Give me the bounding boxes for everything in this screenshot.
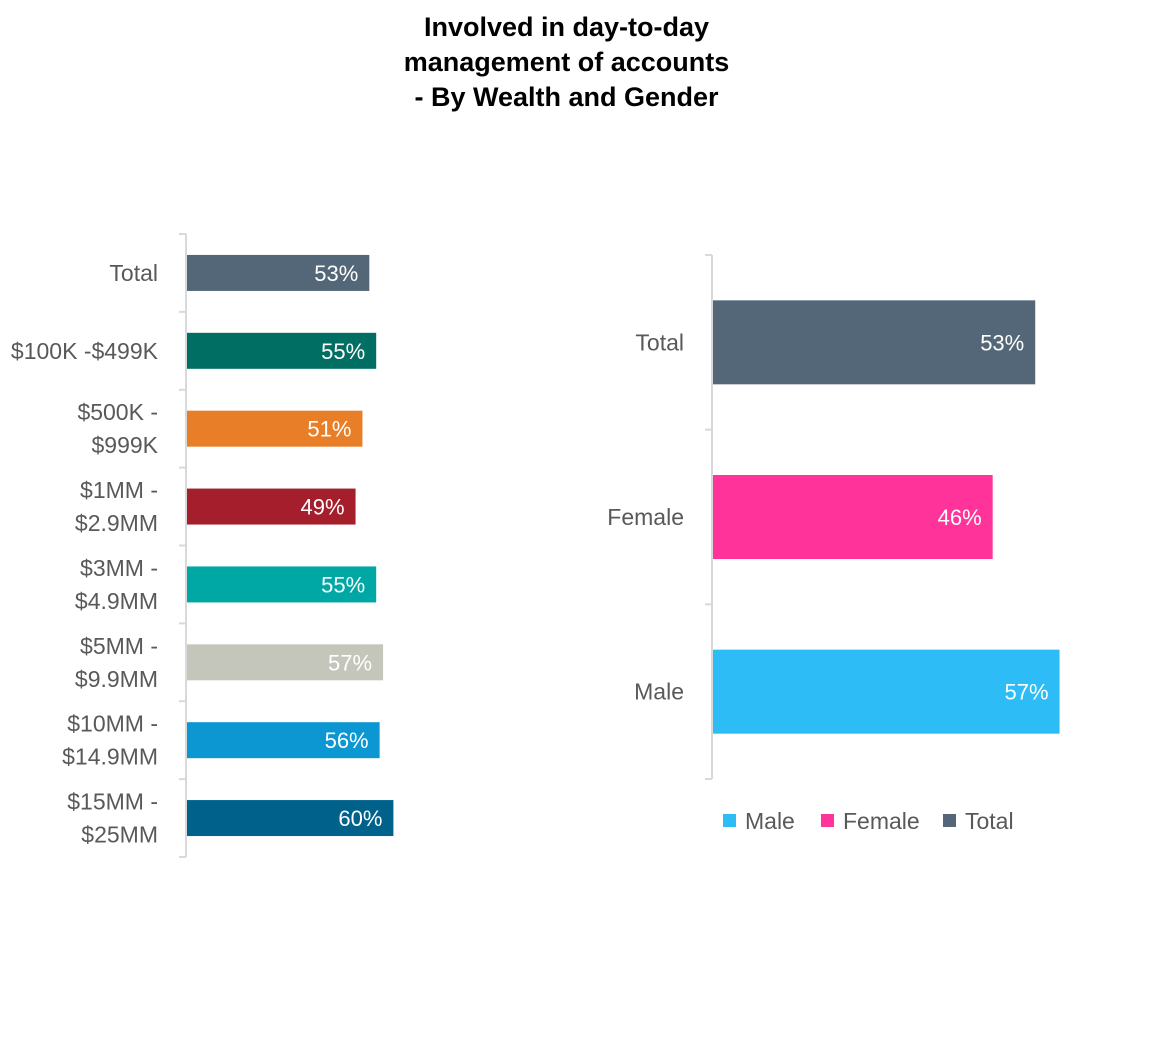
wealth-value-label-5: 57%	[328, 650, 372, 675]
wealth-bar-chart: 53% Total 55% $100K -$499K 51% $500K - $999K 49…	[11, 233, 394, 858]
wealth-category-label-line: $100K -$499K	[11, 338, 159, 364]
gender-category-label-line: Male	[634, 679, 684, 705]
wealth-category-label-line: $9.9MM	[75, 666, 158, 692]
wealth-bar-6	[187, 722, 380, 759]
wealth-value-label-4: 55%	[321, 572, 365, 597]
legend-swatch-total	[943, 814, 956, 827]
wealth-bar-5	[187, 644, 384, 681]
wealth-category-label-7: $15MM - $25MM	[67, 789, 158, 848]
wealth-bar-7	[187, 800, 394, 837]
wealth-category-label-line: $10MM -	[67, 711, 158, 737]
wealth-bar-3	[187, 488, 356, 525]
gender-value-label-0: 53%	[980, 330, 1024, 355]
wealth-category-label-4: $3MM - $4.9MM	[75, 555, 158, 614]
wealth-category-label-line: $5MM -	[80, 633, 158, 659]
chart-title: Involved in day-to-day management of acc…	[0, 10, 1133, 115]
wealth-category-label-line: $500K -	[77, 399, 158, 425]
gender-category-label-2: Male	[634, 679, 684, 705]
wealth-category-label-line: Total	[109, 260, 158, 286]
wealth-value-label-3: 49%	[301, 495, 345, 520]
gender-category-label-line: Total	[635, 329, 684, 355]
gender-category-label-line: Female	[607, 504, 684, 530]
gender-category-label-0: Total	[635, 329, 684, 355]
gender-bar-2	[713, 649, 1060, 734]
wealth-category-label-3: $1MM - $2.9MM	[75, 477, 158, 536]
wealth-category-label-2: $500K - $999K	[77, 399, 158, 458]
wealth-category-label-5: $5MM - $9.9MM	[75, 633, 158, 692]
legend-label-male: Male	[745, 808, 795, 834]
wealth-category-label-0: Total	[109, 260, 158, 286]
legend-label-total: Total	[965, 808, 1014, 834]
legend-swatch-female	[821, 814, 834, 827]
wealth-category-label-line: $25MM	[81, 822, 158, 848]
wealth-value-label-0: 53%	[314, 261, 358, 286]
wealth-value-label-7: 60%	[338, 806, 382, 831]
gender-bar-chart: 53% Total 46% Female 57% Male Male Female Total	[607, 254, 1060, 834]
wealth-category-label-6: $10MM - $14.9MM	[62, 711, 158, 770]
legend-label-female: Female	[843, 808, 920, 834]
wealth-bar-4	[187, 566, 377, 603]
wealth-bar-0	[187, 254, 370, 291]
chart-title-line-2: management of accounts	[403, 47, 730, 77]
chart-title-line-1: Involved in day-to-day	[423, 12, 710, 42]
legend-swatch-male	[723, 814, 736, 827]
wealth-category-label-1: $100K -$499K	[11, 338, 159, 364]
chart-title-line-3: - By Wealth and Gender	[414, 82, 719, 112]
wealth-category-label-line: $15MM -	[67, 789, 158, 815]
wealth-category-label-line: $4.9MM	[75, 588, 158, 614]
wealth-category-label-line: $2.9MM	[75, 510, 158, 536]
wealth-bar-1	[187, 332, 377, 369]
wealth-category-label-line: $3MM -	[80, 555, 158, 581]
wealth-category-label-line: $14.9MM	[62, 744, 158, 770]
wealth-category-label-line: $1MM -	[80, 477, 158, 503]
gender-value-label-2: 57%	[1005, 680, 1049, 705]
wealth-bar-2	[187, 410, 363, 447]
wealth-value-label-6: 56%	[325, 728, 369, 753]
gender-category-label-1: Female	[607, 504, 684, 530]
wealth-value-label-1: 55%	[321, 339, 365, 364]
gender-value-label-1: 46%	[938, 505, 982, 530]
wealth-category-label-line: $999K	[91, 432, 158, 458]
wealth-value-label-2: 51%	[307, 417, 351, 442]
gender-bar-1	[713, 475, 993, 559]
gender-bar-0	[713, 300, 1036, 385]
